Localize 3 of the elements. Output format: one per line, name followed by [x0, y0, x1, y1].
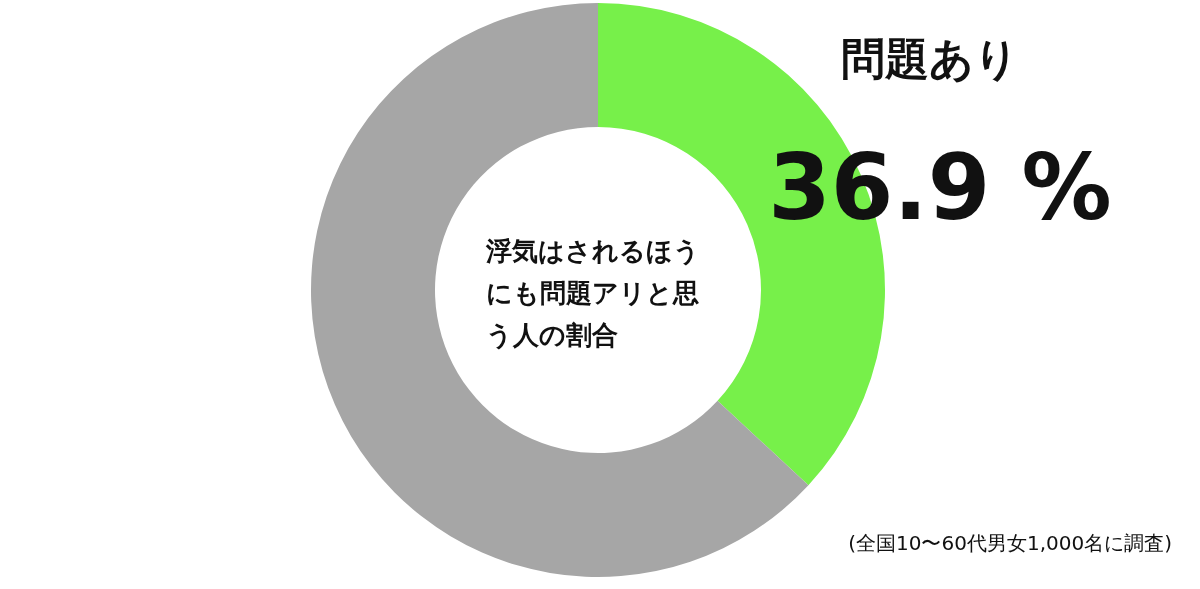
slice-label: 問題あり [840, 32, 1020, 86]
text: 浮気はされるほうにも問題アリと思う人の割合 [486, 235, 701, 352]
text: (全国10〜60代男女1,000名に調査) [848, 530, 1172, 557]
